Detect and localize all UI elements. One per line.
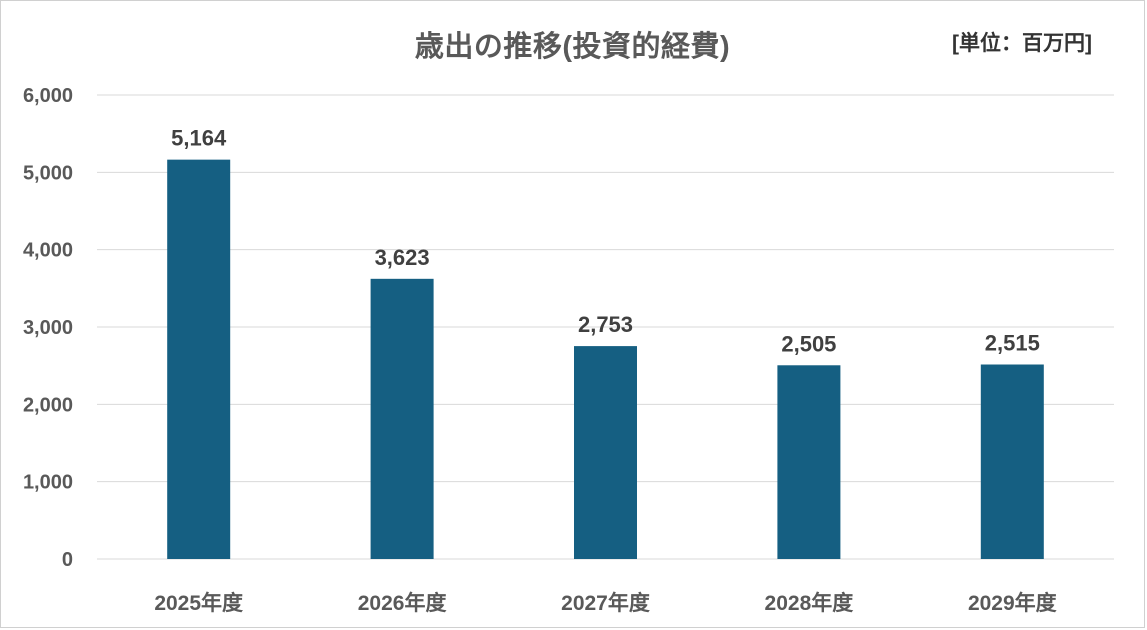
data-label: 5,164 <box>171 126 227 151</box>
x-category-label: 2029年度 <box>968 591 1057 615</box>
y-tick-label: 5,000 <box>23 162 73 184</box>
x-category-label: 2026年度 <box>358 591 447 615</box>
data-label: 2,505 <box>781 331 836 356</box>
bar <box>574 346 637 559</box>
y-tick-label: 3,000 <box>23 317 73 339</box>
chart-title: 歳出の推移(投資的経費) <box>414 31 731 63</box>
y-tick-label: 2,000 <box>23 394 73 416</box>
x-category-label: 2025年度 <box>154 591 243 615</box>
data-label: 3,623 <box>375 245 430 270</box>
y-tick-label: 4,000 <box>23 240 73 262</box>
bar <box>777 365 841 559</box>
unit-label: [単位：百万円] <box>952 32 1092 55</box>
x-category-label: 2028年度 <box>765 591 854 615</box>
data-label: 2,515 <box>985 331 1040 356</box>
x-category-label: 2027年度 <box>561 591 650 615</box>
y-tick-label: 6,000 <box>23 85 73 107</box>
y-tick-label: 0 <box>62 549 73 571</box>
y-tick-label: 1,000 <box>23 472 73 494</box>
data-label: 2,753 <box>578 312 633 337</box>
bar <box>980 364 1044 559</box>
bar <box>370 278 434 559</box>
bar <box>167 159 231 559</box>
